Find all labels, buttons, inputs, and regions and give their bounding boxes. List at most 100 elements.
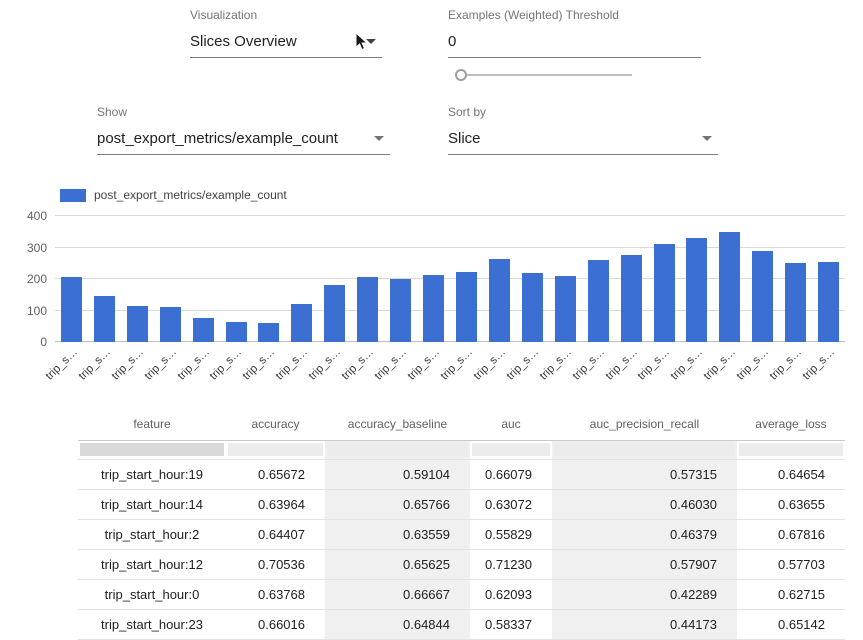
x-tick-label: trip_s… (702, 346, 739, 383)
y-tick-label: 0 (3, 335, 47, 349)
bar[interactable] (489, 259, 510, 342)
filter-cell[interactable] (78, 441, 226, 460)
threshold-slider[interactable] (455, 69, 632, 81)
slider-track[interactable] (455, 74, 632, 76)
bar-slot: trip_s… (779, 216, 812, 342)
bar[interactable] (818, 262, 839, 342)
x-tick-label: trip_s… (76, 346, 113, 383)
filter-cell[interactable] (470, 441, 552, 460)
feature-cell: trip_start_hour:0 (78, 580, 226, 610)
chevron-down-icon[interactable] (374, 136, 384, 141)
filter-box[interactable] (554, 443, 735, 456)
show-select[interactable]: post_export_metrics/example_count (97, 128, 390, 155)
sort-by-select[interactable]: Slice (448, 128, 718, 155)
x-tick-label: trip_s… (175, 346, 212, 383)
sort-by-control: Sort by Slice (448, 105, 718, 155)
bar[interactable] (555, 276, 576, 342)
bar[interactable] (621, 255, 642, 342)
x-tick-label: trip_s… (471, 346, 508, 383)
bar[interactable] (588, 260, 609, 342)
threshold-input[interactable]: 0 (448, 31, 701, 58)
slider-thumb[interactable] (455, 69, 467, 81)
x-tick-label: trip_s… (307, 346, 344, 383)
metric-cell: 0.63964 (226, 490, 325, 520)
x-tick-label: trip_s… (43, 346, 80, 383)
metric-cell: 0.67816 (737, 520, 845, 550)
bar[interactable] (193, 318, 214, 342)
filter-cell[interactable] (226, 441, 325, 460)
x-tick-label: trip_s… (603, 346, 640, 383)
bar[interactable] (719, 232, 740, 342)
chevron-down-icon[interactable] (702, 136, 712, 141)
bar[interactable] (752, 251, 773, 342)
bar[interactable] (127, 306, 148, 342)
filter-box[interactable] (327, 443, 468, 456)
bar-slot: trip_s… (318, 216, 351, 342)
metrics-table: featureaccuracyaccuracy_baselineaucauc_p… (78, 407, 845, 640)
bar-slot: trip_s… (615, 216, 648, 342)
x-tick-label: trip_s… (636, 346, 673, 383)
metric-cell: 0.62093 (470, 580, 552, 610)
bar[interactable] (324, 285, 345, 342)
y-tick-label: 200 (3, 272, 47, 286)
filter-cell[interactable] (552, 441, 737, 460)
filter-cell[interactable] (325, 441, 470, 460)
filter-box[interactable] (80, 443, 224, 456)
column-header-auc_precision_recall[interactable]: auc_precision_recall (552, 407, 737, 441)
bar[interactable] (61, 277, 82, 342)
filter-box[interactable] (228, 443, 323, 456)
filter-cell[interactable] (737, 441, 845, 460)
bar[interactable] (423, 275, 444, 342)
x-tick-label: trip_s… (735, 346, 772, 383)
x-tick-label: trip_s… (142, 346, 179, 383)
visualization-select[interactable]: Slices Overview (190, 31, 382, 58)
bar[interactable] (654, 244, 675, 342)
column-header-feature[interactable]: feature (78, 407, 226, 441)
bar[interactable] (160, 307, 181, 342)
bar-slot: trip_s… (121, 216, 154, 342)
bar-slot: trip_s… (220, 216, 253, 342)
bar[interactable] (226, 322, 247, 342)
bar-slot: trip_s… (681, 216, 714, 342)
feature-cell: trip_start_hour:12 (78, 550, 226, 580)
metric-cell: 0.58337 (470, 610, 552, 640)
metric-cell: 0.63655 (737, 490, 845, 520)
metric-cell: 0.64654 (737, 460, 845, 490)
metric-cell: 0.63559 (325, 520, 470, 550)
metric-cell: 0.57315 (552, 460, 737, 490)
bar-slot: trip_s… (483, 216, 516, 342)
bar[interactable] (258, 323, 279, 342)
x-tick-label: trip_s… (208, 346, 245, 383)
column-header-accuracy_baseline[interactable]: accuracy_baseline (325, 407, 470, 441)
filter-box[interactable] (472, 443, 550, 456)
bar-slot: trip_s… (351, 216, 384, 342)
x-tick-label: trip_s… (801, 346, 838, 383)
x-tick-label: trip_s… (669, 346, 706, 383)
filter-box[interactable] (739, 443, 843, 456)
bar[interactable] (94, 296, 115, 342)
y-tick-label: 300 (3, 241, 47, 255)
bar[interactable] (456, 272, 477, 342)
bar-slot: trip_s… (516, 216, 549, 342)
bar-slot: trip_s… (549, 216, 582, 342)
x-tick-label: trip_s… (537, 346, 574, 383)
metric-cell: 0.57907 (552, 550, 737, 580)
column-header-auc[interactable]: auc (470, 407, 552, 441)
metric-cell: 0.70536 (226, 550, 325, 580)
column-header-average_loss[interactable]: average_loss (737, 407, 845, 441)
metric-cell: 0.65672 (226, 460, 325, 490)
column-header-accuracy[interactable]: accuracy (226, 407, 325, 441)
metric-cell: 0.65142 (737, 610, 845, 640)
bar[interactable] (357, 277, 378, 342)
bar[interactable] (390, 279, 411, 342)
feature-cell: trip_start_hour:2 (78, 520, 226, 550)
metric-cell: 0.66079 (470, 460, 552, 490)
bar[interactable] (686, 238, 707, 342)
x-tick-label: trip_s… (570, 346, 607, 383)
bar[interactable] (291, 304, 312, 342)
x-tick-label: trip_s… (373, 346, 410, 383)
metric-cell: 0.42289 (552, 580, 737, 610)
bar[interactable] (522, 273, 543, 342)
bar[interactable] (785, 263, 806, 342)
table-row: trip_start_hour:230.660160.648440.583370… (78, 610, 845, 640)
